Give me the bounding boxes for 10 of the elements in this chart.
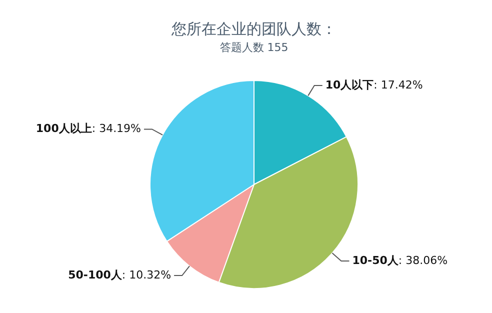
data-label: : 38.06% — [398, 254, 448, 267]
slice-label: 100人以上 — [36, 122, 92, 136]
slice-label: 10人以下 — [325, 78, 374, 92]
slice-label: 10-50人 — [352, 254, 400, 267]
chart-subtitle: 答题人数 155 — [218, 40, 290, 55]
data-label: : 34.19% — [92, 122, 142, 136]
slice-label: 50-100人 — [68, 268, 123, 282]
chart-title: 您所在企业的团队人数： — [170, 20, 338, 39]
data-label: : 10.32% — [122, 268, 172, 282]
data-label: : 17.42% — [374, 78, 423, 92]
